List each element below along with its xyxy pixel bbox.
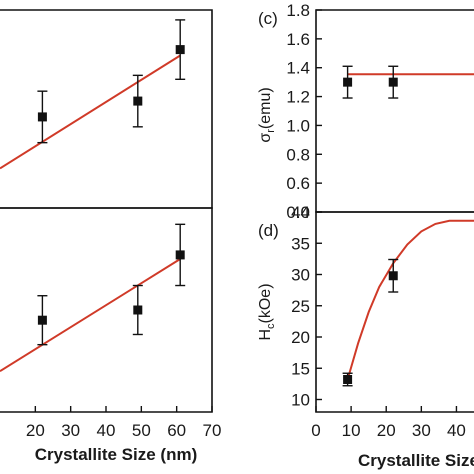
panel-c-ylabel-main: σ: [257, 133, 274, 143]
y-tick-label: 0.4: [286, 203, 310, 222]
x-tick-label: 30: [61, 421, 80, 440]
panel-a-data-point: [37, 295, 48, 346]
panel-d-fit-group: [346, 219, 474, 380]
panel-d-ylabel-sub: c: [265, 323, 277, 329]
y-tick-label: 1.4: [286, 59, 310, 78]
square-marker: [175, 250, 185, 260]
x-tick-label: 50: [132, 421, 151, 440]
panel-d-points-group: [342, 258, 399, 387]
panel-d-xticks-group: 0 10 20 30 40: [311, 406, 466, 440]
panel-a-data-point: [132, 284, 143, 336]
x-tick-label: 20: [26, 421, 45, 440]
square-marker: [343, 375, 353, 384]
panel-b-fit-line: [0, 54, 181, 170]
x-tick-label: 0: [311, 421, 320, 440]
y-tick-label: 0.6: [286, 174, 310, 193]
square-marker: [388, 77, 398, 87]
panel-c-ylabel-rest: (emu): [257, 87, 274, 129]
square-marker: [388, 271, 398, 281]
x-tick-label: 40: [447, 421, 466, 440]
panel-b: [0, 9, 213, 209]
panel-b-data-point: [37, 90, 48, 144]
panel-d-yticks-group: 10 15 20 25 30 35 40: [291, 203, 322, 410]
panel-d-fit-line: [346, 219, 474, 380]
x-tick-label: 30: [412, 421, 431, 440]
x-tick-label: 70: [203, 421, 222, 440]
y-tick-label: 30: [291, 266, 310, 285]
panel-b-data-point: [132, 74, 143, 128]
panel-d-xlabel: Crystallite Size: [358, 451, 474, 470]
panel-a-points-group: [37, 223, 186, 346]
panel-c-ylabel: σr(emu): [257, 87, 277, 142]
y-tick-label: 0.8: [286, 145, 310, 164]
square-marker: [133, 305, 143, 315]
y-tick-label: 20: [291, 328, 310, 347]
y-tick-label: 35: [291, 234, 310, 253]
x-tick-label: 10: [342, 421, 361, 440]
panel-c: (c) 0.4 0.6 0.8 1.0 1.2 1.4 1.6 1.8 σr(emu): [257, 1, 474, 222]
panel-a-xticks-group: 20 30 40 50 60 70: [26, 406, 222, 440]
panel-a: 20 30 40 50 60 70 Crystallite Size (nm): [0, 207, 222, 464]
panel-d-frame: [315, 211, 474, 413]
y-tick-label: 15: [291, 359, 310, 378]
y-tick-label: 25: [291, 297, 310, 316]
square-marker: [175, 45, 185, 55]
panel-d-ylabel: Hc(kOe): [257, 283, 277, 340]
y-tick-label: 10: [291, 391, 310, 410]
panel-a-fit-line: [0, 258, 181, 373]
panel-b-points-group: [37, 19, 186, 144]
panel-d-ylabel-main: H: [257, 329, 274, 341]
panel-d-label: (d): [258, 221, 279, 240]
panel-c-data-point: [342, 65, 353, 99]
panel-c-frame: [315, 9, 474, 213]
x-tick-label: 60: [167, 421, 186, 440]
y-tick-label: 1.2: [286, 88, 310, 107]
y-tick-label: 40: [291, 203, 310, 222]
panel-d-data-point: [388, 258, 399, 293]
panel-d-data-point: [342, 372, 353, 387]
panel-a-xlabel: Crystallite Size (nm): [35, 445, 198, 464]
panel-a-data-point: [175, 223, 186, 287]
y-tick-label: 1.8: [286, 1, 310, 20]
square-marker: [37, 112, 47, 122]
x-tick-label: 40: [97, 421, 116, 440]
square-marker: [343, 77, 353, 87]
panel-c-ylabel-sub: r: [265, 129, 277, 133]
y-tick-label: 1.6: [286, 30, 310, 49]
y-tick-label: 1.0: [286, 116, 310, 135]
panel-d-ylabel-rest: (kOe): [257, 283, 274, 323]
square-marker: [37, 315, 47, 325]
panel-a-fit-group: [0, 258, 181, 373]
panel-b-fit-group: [0, 54, 181, 170]
panel-c-data-point: [388, 65, 399, 99]
panel-c-yticks-group: 0.4 0.6 0.8 1.0 1.2 1.4 1.6 1.8: [286, 1, 322, 222]
x-tick-label: 20: [377, 421, 396, 440]
panel-c-points-group: [342, 65, 399, 99]
panel-b-data-point: [175, 19, 186, 81]
panel-c-label: (c): [258, 9, 278, 28]
square-marker: [133, 96, 143, 106]
